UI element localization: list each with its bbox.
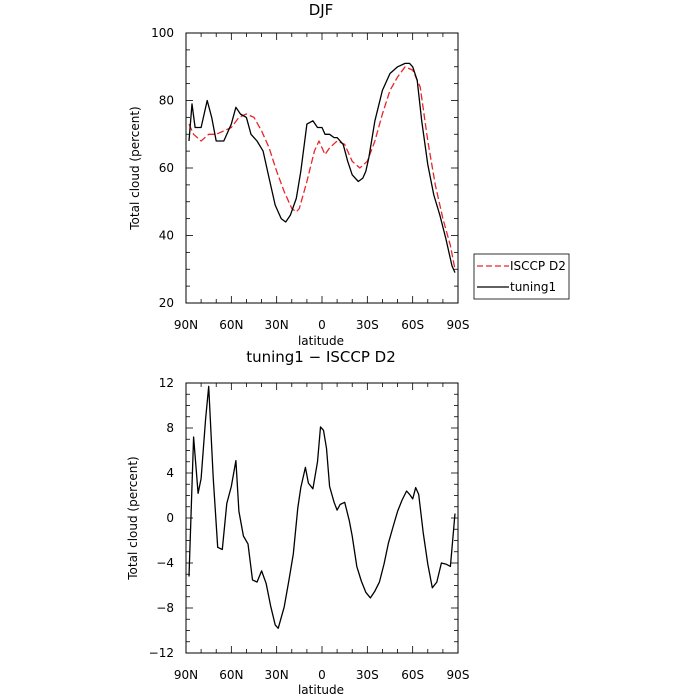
y-tick-label: 100 xyxy=(151,26,174,40)
series-line-difference xyxy=(188,385,456,629)
x-tick-label: 90S xyxy=(447,668,470,682)
legend-label-tuning1: tuning1 xyxy=(510,280,556,294)
y-tick-label: 12 xyxy=(159,376,174,390)
y-tick-label: −8 xyxy=(156,601,174,615)
y-tick-label: 4 xyxy=(166,466,174,480)
legend-box xyxy=(473,253,570,300)
x-tick-label: 90N xyxy=(174,318,198,332)
series-line-tuning1 xyxy=(188,62,456,273)
x-tick-label: 30S xyxy=(356,668,379,682)
legend: ISCCP D2 tuning1 xyxy=(473,253,570,300)
y-tick-label: −12 xyxy=(149,646,174,660)
x-tick-label: 90N xyxy=(174,668,198,682)
plot-frame xyxy=(185,32,459,304)
x-tick-label: 30N xyxy=(265,318,289,332)
plot-frame xyxy=(185,382,459,654)
y-tick-label: 8 xyxy=(166,421,174,435)
djf-chart-panel: DJF 90N 60N 30N 0 30S 60S 90S 20 40 60 80 100 latit… xyxy=(128,1,570,348)
y-tick-label: 40 xyxy=(159,229,174,243)
y-axis-label: Total cloud (percent) xyxy=(128,106,142,230)
x-tick-label: 30S xyxy=(356,318,379,332)
x-tick-label: 60N xyxy=(219,318,243,332)
y-axis-label: Total cloud (percent) xyxy=(126,456,140,580)
chart-title: tuning1 − ISCCP D2 xyxy=(246,348,396,366)
x-axis-label: latitude xyxy=(298,334,344,348)
y-tick-label: 20 xyxy=(159,296,174,310)
x-tick-label: 90S xyxy=(447,318,470,332)
x-tick-label: 60S xyxy=(401,668,424,682)
x-tick-label: 60S xyxy=(401,318,424,332)
chart-title: DJF xyxy=(309,1,334,19)
x-tick-label: 60N xyxy=(219,668,243,682)
y-tick-label: 60 xyxy=(159,161,174,175)
x-tick-label: 30N xyxy=(265,668,289,682)
y-tick-label: −4 xyxy=(156,556,174,570)
y-tick-label: 0 xyxy=(166,511,174,525)
legend-label-isccp: ISCCP D2 xyxy=(510,259,566,273)
series-line-isccp-d2 xyxy=(188,66,456,270)
difference-chart-panel: tuning1 − ISCCP D2 90N 60N 30N 0 30S 60S 90S −1… xyxy=(126,348,469,697)
x-tick-label: 0 xyxy=(318,318,326,332)
x-axis-label: latitude xyxy=(298,683,344,697)
x-tick-label: 0 xyxy=(318,668,326,682)
y-tick-label: 80 xyxy=(159,94,174,108)
